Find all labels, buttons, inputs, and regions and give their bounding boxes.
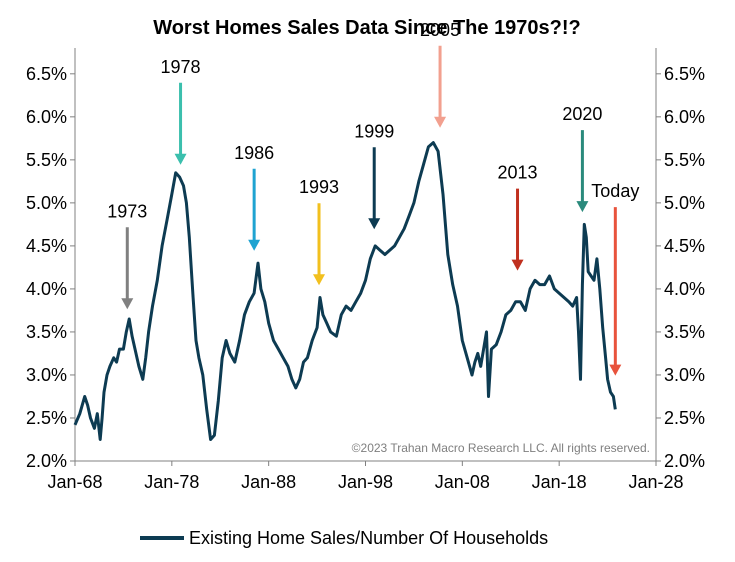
annotation-label: 1978 xyxy=(161,57,201,77)
y-tick-label-left: 5.0% xyxy=(26,193,67,213)
series-line xyxy=(73,141,617,441)
x-tick-label: Jan-68 xyxy=(47,472,102,492)
annotation-arrow-head xyxy=(121,298,134,310)
annotation-label: 1986 xyxy=(234,143,274,163)
annotation-arrow-head xyxy=(511,259,524,271)
annotation-2005: 2005 xyxy=(420,20,460,128)
x-tick-label: Jan-78 xyxy=(144,472,199,492)
y-tick-label-right: 2.0% xyxy=(664,451,705,471)
annotation-arrow-head xyxy=(576,201,589,213)
tick-labels: 2.0% 2.0% 2.5% 2.5% 3.0% 3.0% 3.5% 3.5% 4.0% 4.0%… xyxy=(26,64,705,492)
legend-label: Existing Home Sales/Number Of Households xyxy=(189,528,548,548)
axes xyxy=(70,48,661,466)
copyright-note: ©2023 Trahan Macro Research LLC. All rig… xyxy=(352,441,650,455)
y-tick-label-right: 4.5% xyxy=(664,236,705,256)
annotation-arrow-head xyxy=(313,274,326,286)
x-tick-label: Jan-28 xyxy=(628,472,683,492)
y-tick-label-left: 2.5% xyxy=(26,408,67,428)
annotations: 1973 1978 1986 1993 1999 2005 2013 2020 Today xyxy=(107,20,639,376)
annotation-label: Today xyxy=(591,181,639,201)
annotation-label: 2013 xyxy=(498,163,538,183)
annotation-1999: 1999 xyxy=(354,121,394,230)
annotation-arrow-head xyxy=(609,364,622,376)
annotation-arrow-head xyxy=(174,153,187,165)
chart-title: Worst Homes Sales Data Since The 1970s?!… xyxy=(153,17,581,39)
x-tick-label: Jan-98 xyxy=(338,472,393,492)
y-tick-label-right: 3.0% xyxy=(664,365,705,385)
y-tick-label-right: 2.5% xyxy=(664,408,705,428)
y-tick-label-right: 6.0% xyxy=(664,107,705,127)
annotation-label: 2005 xyxy=(420,20,460,40)
annotation-1978: 1978 xyxy=(161,57,201,165)
y-tick-label-left: 4.5% xyxy=(26,236,67,256)
annotation-2013: 2013 xyxy=(498,163,538,271)
annotation-2020: 2020 xyxy=(562,104,602,213)
y-tick-label-right: 5.0% xyxy=(664,193,705,213)
annotation-1986: 1986 xyxy=(234,143,274,251)
x-tick-label: Jan-18 xyxy=(532,472,587,492)
y-tick-label-left: 3.0% xyxy=(26,365,67,385)
y-tick-label-right: 4.0% xyxy=(664,279,705,299)
y-tick-label-left: 6.5% xyxy=(26,64,67,84)
annotation-arrow-head xyxy=(248,239,261,251)
annotation-1973: 1973 xyxy=(107,201,147,310)
annotation-label: 1999 xyxy=(354,121,394,141)
y-tick-label-right: 6.5% xyxy=(664,64,705,84)
y-tick-label-left: 4.0% xyxy=(26,279,67,299)
annotation-arrow-head xyxy=(368,218,381,230)
annotation-label: 2020 xyxy=(562,104,602,124)
y-tick-label-left: 5.5% xyxy=(26,150,67,170)
y-tick-label-right: 3.5% xyxy=(664,322,705,342)
annotation-arrow-head xyxy=(434,116,447,128)
annotation-label: 1993 xyxy=(299,177,339,197)
annotation-label: 1973 xyxy=(107,201,147,221)
annotation-today: Today xyxy=(591,181,639,376)
y-tick-label-left: 6.0% xyxy=(26,107,67,127)
legend: Existing Home Sales/Number Of Households xyxy=(140,528,548,548)
y-tick-label-left: 2.0% xyxy=(26,451,67,471)
y-tick-label-right: 5.5% xyxy=(664,150,705,170)
series xyxy=(73,141,617,441)
x-tick-label: Jan-08 xyxy=(435,472,490,492)
y-tick-label-left: 3.5% xyxy=(26,322,67,342)
x-tick-label: Jan-88 xyxy=(241,472,296,492)
annotation-1993: 1993 xyxy=(299,177,339,286)
